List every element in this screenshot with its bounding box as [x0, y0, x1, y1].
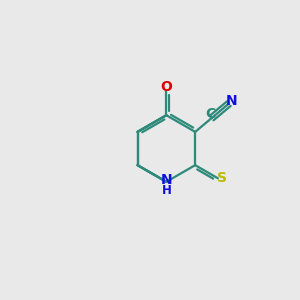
- Text: N: N: [226, 94, 238, 108]
- Text: C: C: [205, 107, 215, 121]
- Text: O: O: [160, 80, 172, 94]
- Text: N: N: [160, 173, 172, 187]
- Text: S: S: [217, 171, 227, 185]
- Text: H: H: [161, 184, 171, 196]
